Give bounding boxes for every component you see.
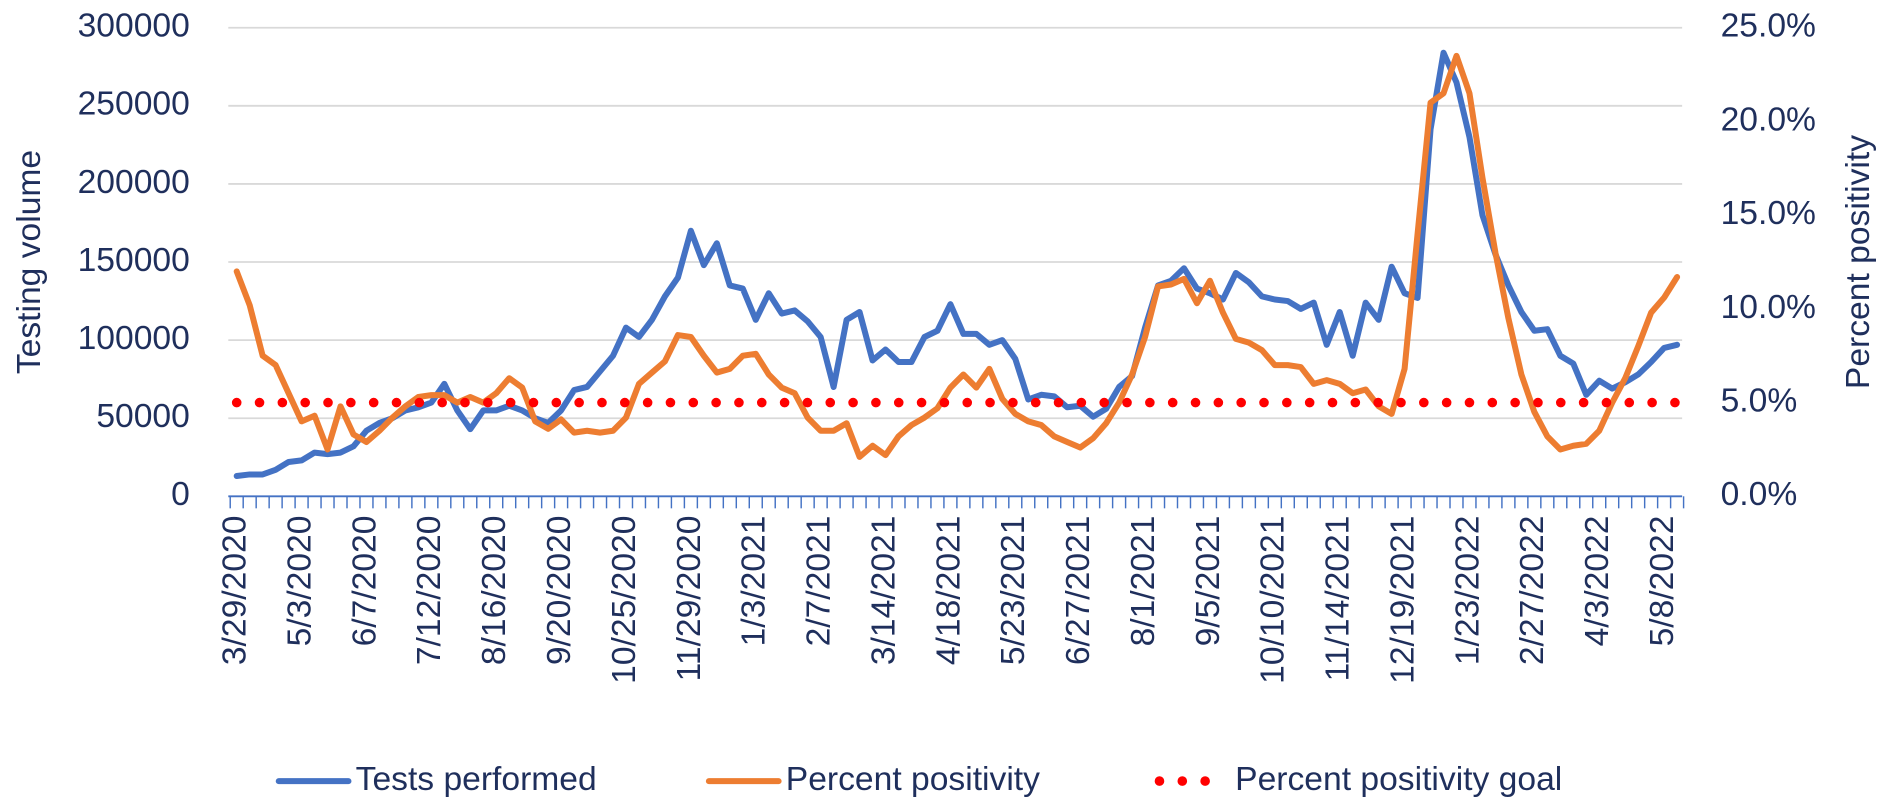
y2-tick-label: 5.0% [1721, 382, 1798, 419]
y-tick-label: 300000 [78, 8, 190, 45]
x-tick-label: 7/12/2020 [411, 516, 448, 666]
x-tick-label: 10/25/2020 [606, 516, 643, 684]
x-tick-label: 4/3/2022 [1579, 516, 1616, 647]
y-tick-label: 100000 [78, 320, 190, 357]
x-tick-label: 2/7/2021 [801, 516, 838, 647]
legend-label: Percent positivity goal [1235, 761, 1562, 798]
legend-label: Tests performed [356, 761, 597, 798]
x-tick-label: 8/1/2021 [1125, 516, 1162, 647]
x-tick-label: 1/3/2021 [736, 516, 773, 647]
x-tick-label: 1/23/2022 [1449, 516, 1486, 666]
y2-tick-label: 20.0% [1721, 101, 1816, 138]
y-tick-label: 200000 [78, 164, 190, 201]
y-tick-label: 250000 [78, 86, 190, 123]
x-tick-label: 3/29/2020 [217, 516, 254, 666]
y2-tick-label: 10.0% [1721, 289, 1816, 326]
y-tick-label: 0 [171, 476, 190, 513]
x-tick-label: 3/14/2021 [865, 516, 902, 666]
x-tick-label: 6/7/2020 [346, 516, 383, 647]
series-line [233, 49, 1681, 480]
legend-label: Percent positivity [786, 761, 1040, 798]
x-tick-label: 11/29/2020 [671, 516, 708, 682]
x-tick-label: 6/27/2021 [1060, 516, 1097, 666]
x-tick-label: 9/20/2020 [541, 516, 578, 666]
x-tick-label: 4/18/2021 [930, 516, 967, 666]
y2-axis-label: Percent positivity [1840, 135, 1877, 389]
x-tick-label: 5/23/2021 [995, 516, 1032, 666]
series-line [233, 52, 1681, 460]
x-tick-label: 8/16/2020 [476, 516, 513, 666]
x-tick-label: 11/14/2021 [1320, 516, 1357, 682]
x-tick-label: 5/3/2020 [281, 516, 318, 647]
y-axis-label: Testing volume [11, 150, 48, 374]
x-tick-label: 10/10/2021 [1255, 516, 1292, 684]
x-tick-label: 12/19/2021 [1384, 516, 1421, 684]
y2-tick-label: 25.0% [1721, 8, 1816, 45]
y2-tick-label: 0.0% [1721, 476, 1798, 513]
x-tick-label: 9/5/2021 [1190, 516, 1227, 647]
y2-tick-label: 15.0% [1721, 195, 1816, 232]
y-tick-label: 50000 [96, 398, 190, 435]
x-tick-label: 5/8/2022 [1644, 516, 1681, 647]
y-tick-label: 150000 [78, 242, 190, 279]
x-tick-label: 2/27/2022 [1514, 516, 1551, 666]
